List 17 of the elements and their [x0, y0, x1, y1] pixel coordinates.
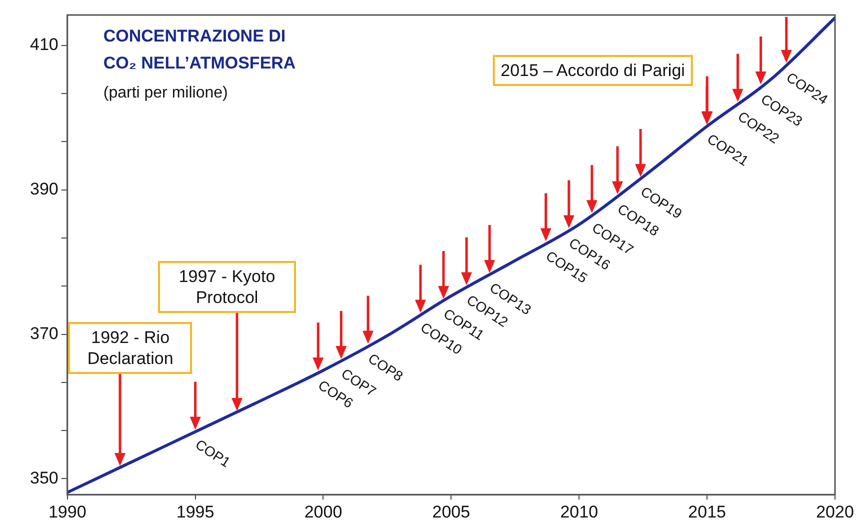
x-tick-label: 2020 [816, 502, 854, 522]
x-tick-label: 2015 [688, 502, 726, 522]
x-tick-label: 2005 [432, 502, 470, 522]
x-tick-label: 1995 [176, 502, 214, 522]
x-tick-label: 1990 [48, 502, 86, 522]
x-tick-label: 2010 [560, 502, 598, 522]
y-tick-label: 390 [30, 179, 58, 198]
annotation: 1997 - Kyoto Protocol [158, 260, 296, 313]
y-tick-label: 370 [30, 324, 58, 343]
text: CONCENTRAZIONE DI CO₂ NELL’ATMOSFERA [103, 26, 296, 73]
y-tick-label: 350 [30, 468, 58, 488]
annotation: 1992 - Rio Declaration [68, 322, 192, 374]
x-tick-label: 2000 [304, 502, 342, 522]
y-tick-label: 410 [30, 35, 58, 54]
line-series [67, 16, 835, 494]
annotation: 2015 – Accordo di Parigi [492, 55, 693, 86]
text: (parti per milione) [103, 84, 228, 102]
